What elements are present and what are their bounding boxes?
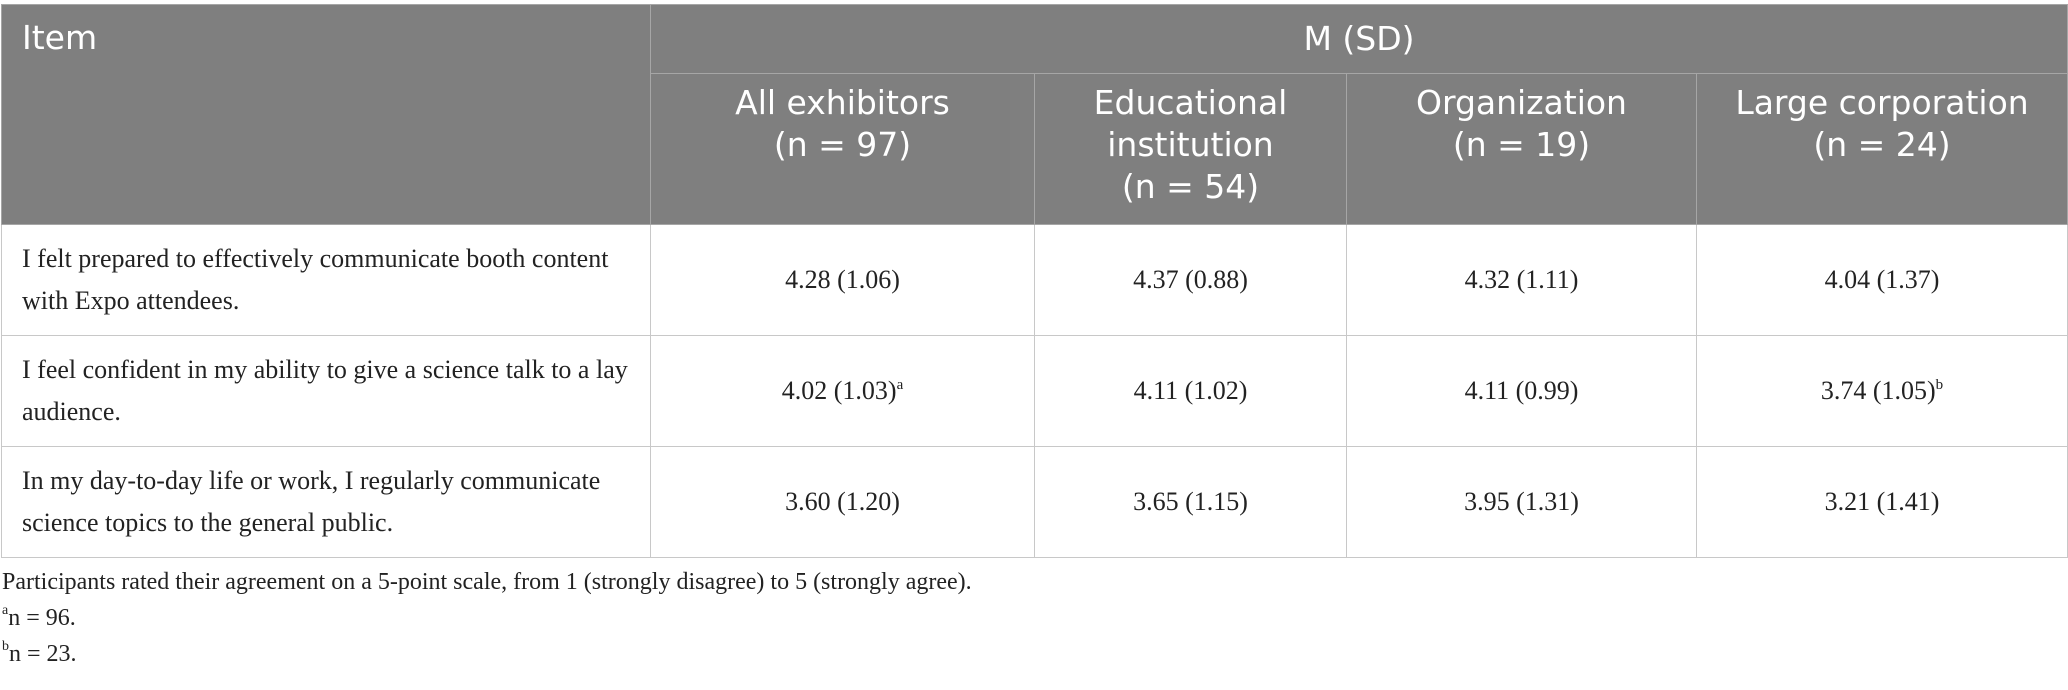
- table-notes: Participants rated their agreement on a …: [0, 558, 2068, 678]
- column-n: (n = 97): [773, 125, 912, 164]
- column-header: All exhibitors (n = 97): [650, 73, 1035, 225]
- cell-value: 3.65 (1.15): [1133, 487, 1248, 516]
- value-cell: 4.32 (1.11): [1346, 224, 1697, 336]
- cell-value: 3.95 (1.31): [1464, 487, 1579, 516]
- footnote-mark: a: [2, 603, 9, 618]
- footnote-text: n = 23.: [9, 641, 77, 667]
- column-n: (n = 19): [1452, 125, 1591, 164]
- cell-value: 3.60 (1.20): [785, 487, 900, 516]
- header-row: All exhibitors (n = 97) Educational instit…: [2, 73, 2068, 225]
- cell-value: 3.74 (1.05): [1820, 376, 1936, 405]
- cell-value: 4.28 (1.06): [785, 265, 900, 294]
- column-n: (n = 24): [1813, 125, 1951, 164]
- footnote-text: n = 96.: [8, 605, 76, 631]
- item-cell: I feel confident in my ability to give a…: [1, 335, 651, 447]
- column-n: (n = 54): [1121, 167, 1260, 206]
- value-cell: 4.11 (1.02): [1034, 335, 1347, 447]
- table-row: I feel confident in my ability to give a…: [1, 335, 2068, 447]
- value-cell: 3.74 (1.05)b: [1695, 335, 2068, 447]
- footnote: an = 96.: [2, 600, 2066, 636]
- column-name: Organization: [1416, 83, 1627, 122]
- cell-value: 3.21 (1.41): [1824, 487, 1940, 516]
- cell-value: 4.32 (1.11): [1464, 265, 1579, 294]
- footnote: bn = 23.: [2, 636, 2066, 672]
- value-cell: 3.21 (1.41): [1695, 446, 2068, 558]
- value-cell: 3.95 (1.31): [1346, 446, 1697, 558]
- cell-value: 4.37 (0.88): [1133, 265, 1248, 294]
- header-row: Item M (SD): [1, 4, 2068, 225]
- cell-value: 4.11 (1.02): [1133, 376, 1248, 405]
- value-cell: 3.65 (1.15): [1034, 446, 1347, 558]
- value-cell: 4.04 (1.37): [1695, 224, 2068, 336]
- value-cell: 4.02 (1.03)a: [650, 335, 1035, 447]
- cell-value: 4.11 (0.99): [1464, 376, 1579, 405]
- item-cell: In my day-to-day life or work, I regular…: [1, 446, 651, 558]
- cell-value: 4.02 (1.03): [781, 376, 897, 405]
- value-cell: 3.60 (1.20): [650, 446, 1035, 558]
- page: {"table":{"item_header":"Item","group_he…: [0, 4, 2068, 690]
- footnote-mark: b: [2, 639, 9, 654]
- item-header: Item: [1, 4, 651, 225]
- column-name: All exhibitors: [735, 83, 950, 122]
- column-header: Large corporation (n = 24): [1695, 73, 2068, 225]
- column-header: Educational institution (n = 54): [1034, 73, 1347, 225]
- value-cell: 4.11 (0.99): [1346, 335, 1697, 447]
- table-row: In my day-to-day life or work, I regular…: [1, 446, 2068, 558]
- table-row: I felt prepared to effectively communica…: [1, 224, 2068, 336]
- column-header: Organization (n = 19): [1346, 73, 1697, 225]
- value-cell: 4.28 (1.06): [650, 224, 1035, 336]
- group-header: M (SD): [649, 4, 2068, 74]
- cell-note: b: [1935, 377, 1944, 393]
- item-cell: I felt prepared to effectively communica…: [1, 224, 651, 336]
- results-table: Item M (SD) All exhibitors (n = 97) Educatio…: [1, 4, 2068, 558]
- note-text: Participants rated their agreement on a …: [2, 569, 972, 595]
- column-name: Large corporation: [1735, 83, 2029, 122]
- cell-value: 4.04 (1.37): [1824, 265, 1940, 294]
- value-cell: 4.37 (0.88): [1034, 224, 1347, 336]
- column-name: Educational institution: [1093, 83, 1288, 164]
- cell-note: a: [896, 377, 904, 393]
